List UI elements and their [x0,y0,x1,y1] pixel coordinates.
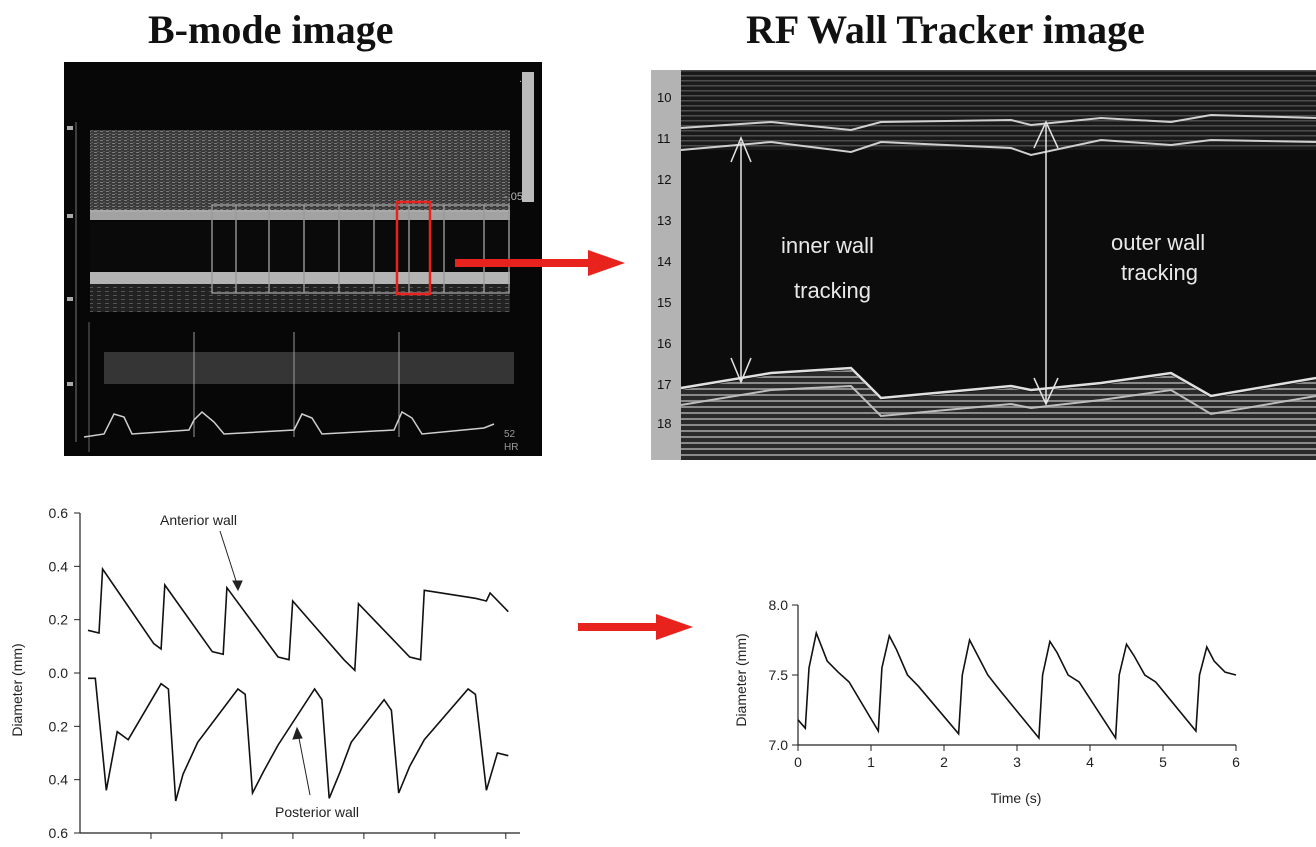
annotation-anterior: Anterior wall [160,512,237,528]
scale-label-bottom: -.05 [504,191,523,203]
diameter-line [797,630,1237,741]
y-tick-label: 7.5 [769,667,789,683]
y-tick-label: 0.2 [49,612,69,628]
annotation-posterior: Posterior wall [275,804,359,820]
outer-wall-label-1: outer wall [1111,230,1205,255]
depth-tick: 13 [657,213,671,228]
wall-displacement-chart: 0.6 0.4 0.2 0.0 0.2 0.4 0.6 Diameter (mm) Ante… [9,505,520,841]
outer-wall-arrow [1033,120,1059,406]
x-tick-label: 3 [1013,754,1021,770]
selection-box [395,200,432,296]
hr-label: HR [504,442,518,453]
scale-label-top: .05 [519,73,534,85]
bmode-title: B-mode image [148,7,394,52]
y-tick-label: 0.6 [49,825,69,841]
y-axis-label: Diameter (mm) [9,643,25,736]
x-tick-label: 1 [867,754,875,770]
inner-wall-label-2: tracking [794,278,871,303]
arrow-top [455,250,625,276]
rf-svg: 10 11 12 13 14 15 16 17 18 inner wall tr… [651,70,1316,460]
inner-wall-arrow [730,136,752,384]
inner-wall-label-1: inner wall [781,233,874,258]
anterior-wall-line [87,566,509,673]
y-tick-label: 0.4 [49,772,69,788]
y-tick-label: 0.0 [49,665,69,681]
y-tick-label: 8.0 [769,597,789,613]
rf-image: 10 11 12 13 14 15 16 17 18 inner wall tr… [651,70,1316,460]
y-tick-label: 0.4 [49,558,69,574]
arrow-bottom [578,614,693,640]
x-axis-label: Time (s) [991,790,1042,806]
svg-text:52: 52 [504,429,516,440]
diameter-chart: 0 1 2 3 4 5 6 7.0 7.5 8.0 Diameter (mm) Time (s) [733,597,1240,806]
y-tick-label: 7.0 [769,737,789,753]
depth-tick: 12 [657,172,671,187]
posterior-wall-line [88,677,509,802]
x-tick-label: 5 [1159,754,1167,770]
depth-tick: 18 [657,416,671,431]
depth-tick: 16 [657,336,671,351]
depth-tick: 15 [657,295,671,310]
y-tick-label: 0.6 [49,505,69,521]
outer-wall-label-2: tracking [1121,260,1198,285]
x-tick-label: 0 [794,754,802,770]
bmode-svg: .05 -.05 52 HR [67,72,534,453]
depth-tick: 14 [657,254,671,269]
depth-tick: 11 [657,131,671,146]
depth-tick: 17 [657,377,671,392]
depth-tick: 10 [657,90,671,105]
x-tick-label: 4 [1086,754,1094,770]
y-axis-label: Diameter (mm) [733,633,749,726]
x-tick-label: 6 [1232,754,1240,770]
rf-title: RF Wall Tracker image [746,7,1145,52]
y-tick-label: 0.2 [49,718,69,734]
x-tick-label: 2 [940,754,948,770]
